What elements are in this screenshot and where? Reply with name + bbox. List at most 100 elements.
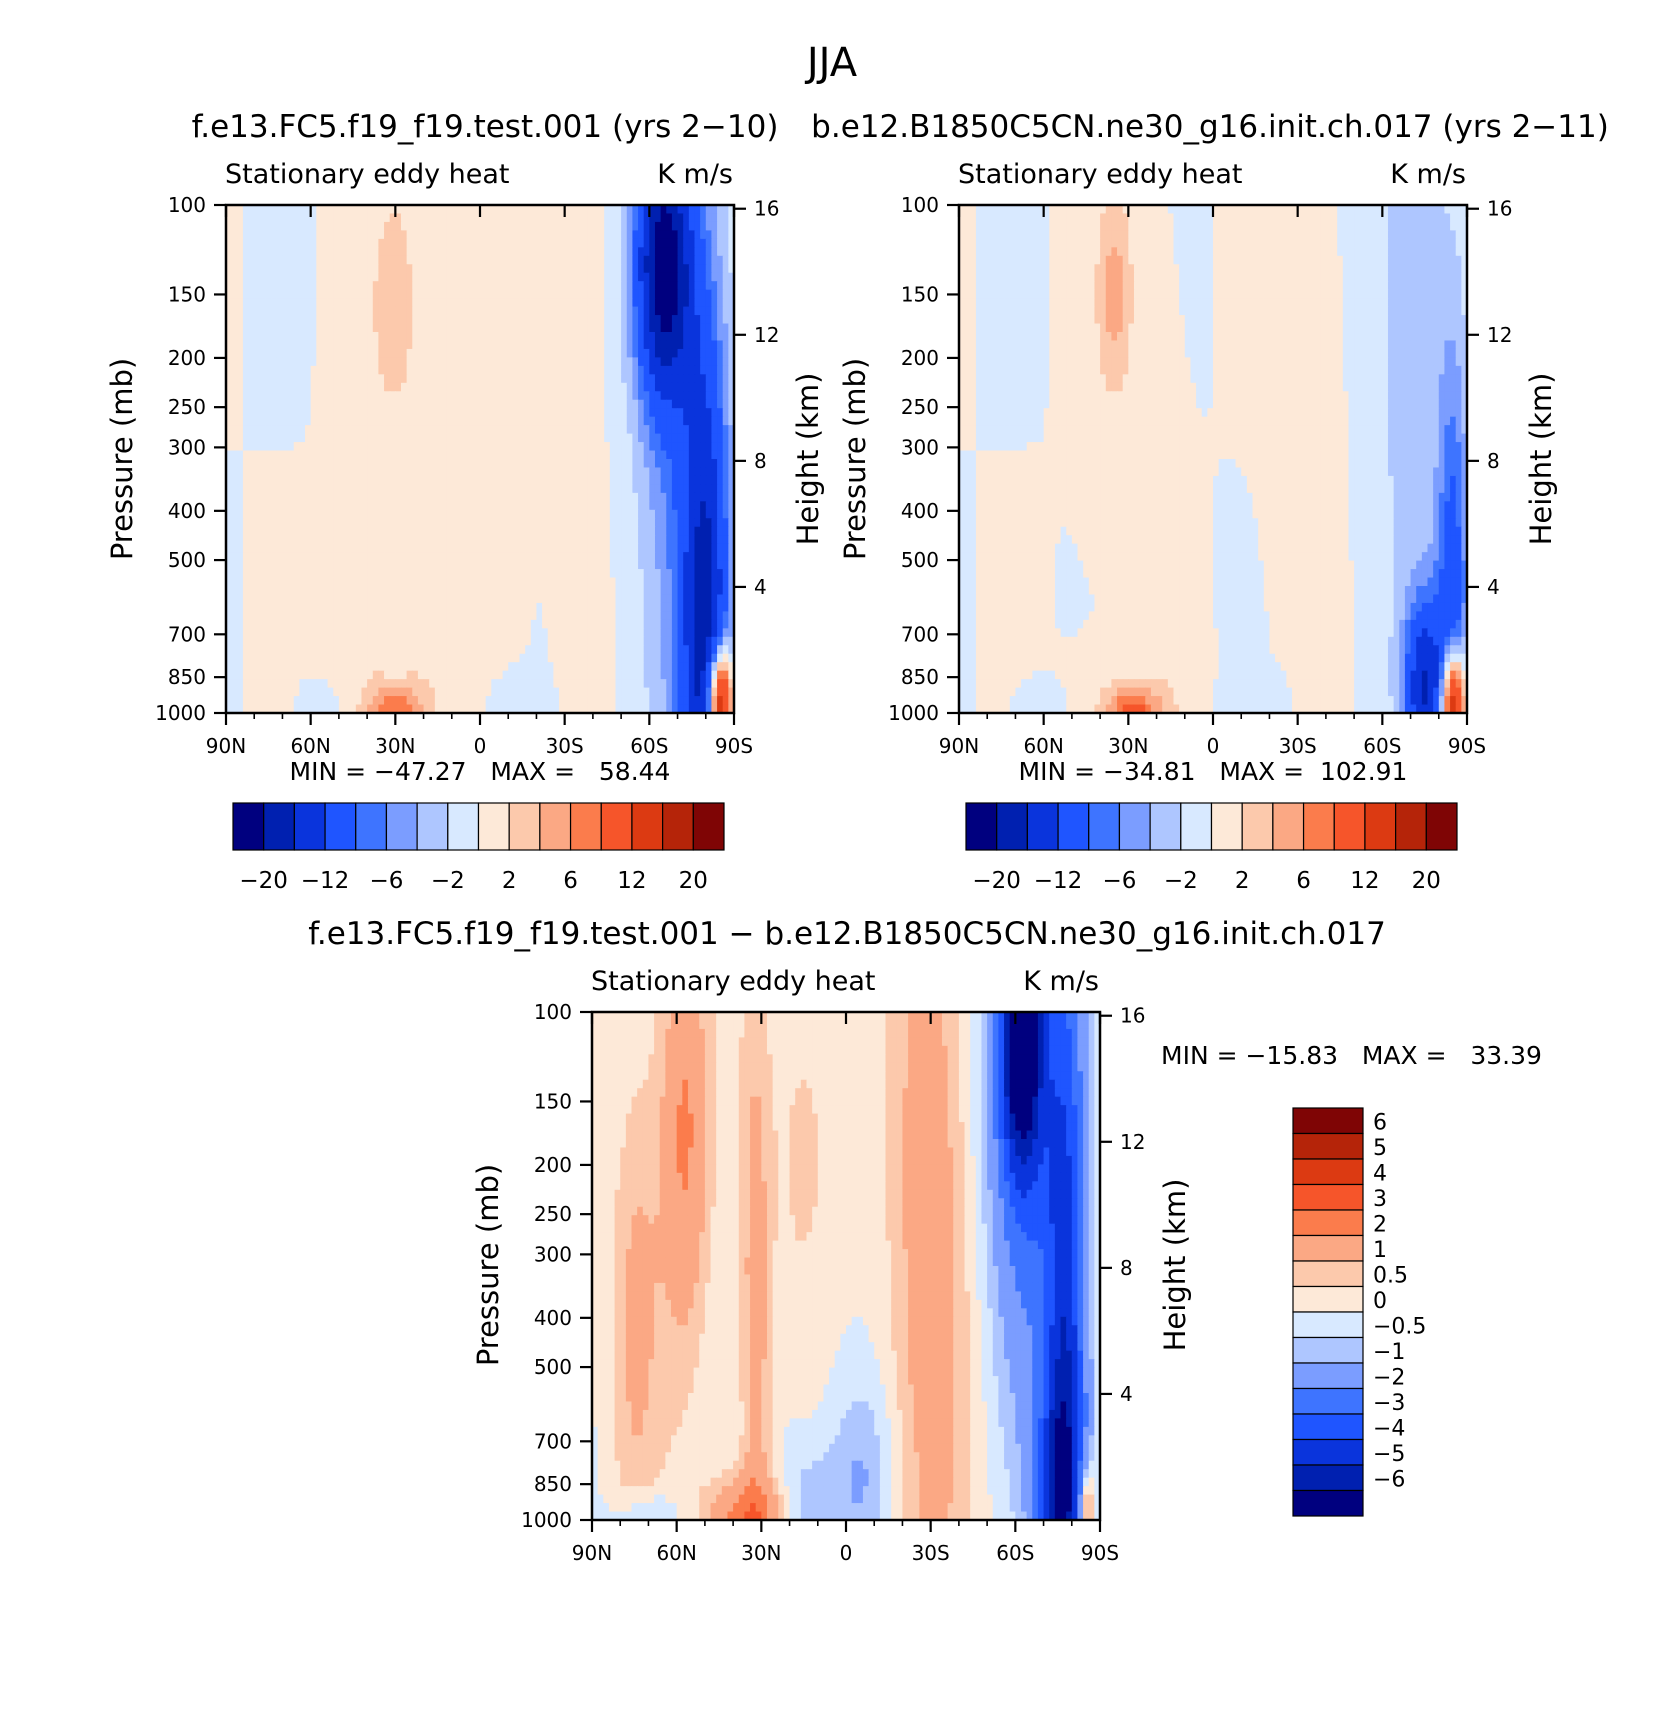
- panel-a-field-cell: [305, 594, 312, 604]
- panel-a-field-cell: [480, 264, 487, 274]
- panel-a-field-cell: [468, 298, 475, 308]
- panel-a-field-cell: [316, 238, 323, 248]
- panel-a-field-cell: [265, 416, 272, 426]
- panel-a-field-cell: [237, 526, 244, 536]
- panel-a-field-cell: [350, 662, 357, 672]
- panel-a-field-cell: [553, 594, 560, 604]
- panel-a-field-cell: [248, 543, 255, 553]
- panel-a-field-cell: [355, 662, 363, 672]
- panel-a-field-cell: [417, 670, 425, 680]
- panel-a-field-cell: [378, 543, 385, 553]
- panel-a-field-cell: [395, 221, 402, 231]
- panel-a-field-cell: [485, 450, 492, 460]
- panel-a-field-cell: [677, 332, 684, 342]
- panel-a-field-cell: [705, 619, 713, 629]
- panel-a-field-cell: [547, 560, 554, 570]
- panel-a-field-cell: [513, 264, 521, 274]
- panel-a-field-cell: [271, 459, 278, 469]
- panel-a-field-cell: [406, 315, 413, 325]
- panel-a-field-cell: [338, 315, 346, 325]
- panel-a-field-cell: [587, 433, 594, 443]
- panel-a-field-cell: [446, 552, 453, 562]
- panel-a-field-cell: [474, 526, 481, 536]
- panel-a-field-cell: [299, 501, 306, 511]
- panel-a-field-cell: [700, 484, 707, 494]
- panel-a-field-cell: [502, 298, 509, 308]
- panel-a-field-cell: [660, 518, 667, 528]
- panel-a-field-cell: [513, 619, 521, 629]
- panel-a-field-cell: [434, 636, 442, 646]
- panel-a-field-cell: [463, 467, 470, 477]
- panel-a-field-cell: [525, 645, 532, 655]
- panel-a-field-cell: [575, 586, 583, 596]
- panel-a-field-cell: [575, 357, 583, 367]
- panel-a-field-cell: [242, 399, 250, 409]
- panel-a-field-cell: [350, 543, 357, 553]
- panel-a-field-cell: [547, 442, 554, 452]
- panel-a-field-cell: [592, 272, 600, 282]
- panel-a-field-cell: [547, 594, 554, 604]
- panel-a-field-cell: [321, 619, 329, 629]
- panel-a-field-cell: [491, 459, 498, 469]
- panel-a-field-cell: [609, 281, 617, 291]
- panel-a-field-cell: [559, 323, 566, 333]
- panel-a-field-cell: [717, 509, 724, 519]
- panel-a-field-cell: [575, 459, 583, 469]
- panel-a-field-cell: [451, 518, 459, 528]
- panel-a-field-cell: [677, 221, 684, 231]
- panel-a-field-cell: [485, 653, 492, 663]
- panel-a-field-cell: [638, 628, 645, 638]
- panel-a-field-cell: [592, 526, 600, 536]
- panel-a-field-cell: [417, 255, 425, 265]
- panel-a-field-cell: [547, 552, 554, 562]
- panel-a-field-cell: [502, 416, 509, 426]
- panel-a-field-cell: [350, 442, 357, 452]
- panel-a-field-cell: [717, 433, 724, 443]
- panel-a-field-cell: [463, 205, 470, 215]
- panel-a-field-cell: [615, 416, 622, 426]
- panel-a-field-cell: [559, 636, 566, 646]
- panel-a-field-cell: [536, 340, 543, 350]
- panel-a-field-cell: [496, 594, 504, 604]
- panel-a-field-cell: [400, 298, 408, 308]
- panel-a-field-cell: [508, 332, 515, 342]
- panel-a-field-cell: [643, 475, 650, 485]
- panel-a-field-cell: [412, 272, 419, 282]
- panel-a-field-cell: [316, 645, 323, 655]
- panel-a-field-cell: [338, 306, 346, 316]
- panel-a-field-cell: [496, 238, 504, 248]
- panel-a-field-cell: [434, 552, 442, 562]
- panel-a-field-cell: [711, 238, 718, 248]
- panel-a-field-cell: [525, 264, 532, 274]
- panel-a-field-cell: [705, 569, 713, 579]
- panel-a-field-cell: [480, 281, 487, 291]
- panel-a-field-cell: [248, 586, 255, 596]
- panel-a-field-cell: [688, 475, 696, 485]
- panel-a-field-cell: [683, 594, 690, 604]
- panel-a-field-cell: [276, 238, 284, 248]
- panel-a-field-cell: [564, 619, 571, 629]
- panel-a-field-cell: [671, 298, 679, 308]
- panel-a-field-cell: [491, 467, 498, 477]
- panel-a-field-cell: [649, 281, 656, 291]
- panel-a-field-cell: [705, 594, 713, 604]
- panel-a-field-cell: [671, 230, 679, 240]
- panel-a-field-cell: [598, 391, 605, 401]
- panel-a-field-cell: [705, 416, 713, 426]
- panel-a-field-cell: [293, 382, 300, 392]
- panel-a-field-cell: [271, 264, 278, 274]
- panel-a-field-cell: [417, 416, 425, 426]
- panel-a-field-cell: [581, 518, 588, 528]
- panel-a-field-cell: [671, 611, 679, 621]
- panel-a-field-cell: [530, 535, 538, 545]
- panel-a-field-cell: [474, 535, 481, 545]
- panel-a-field-cell: [677, 459, 684, 469]
- panel-a-field-cell: [615, 213, 622, 223]
- panel-a-field-cell: [485, 416, 492, 426]
- panel-a-field-cell: [581, 382, 588, 392]
- panel-a-field-cell: [305, 213, 312, 223]
- panel-a-field-cell: [242, 484, 250, 494]
- panel-a-field-cell: [660, 577, 667, 587]
- panel-a-field-cell: [632, 662, 639, 672]
- panel-a-field-cell: [485, 348, 492, 358]
